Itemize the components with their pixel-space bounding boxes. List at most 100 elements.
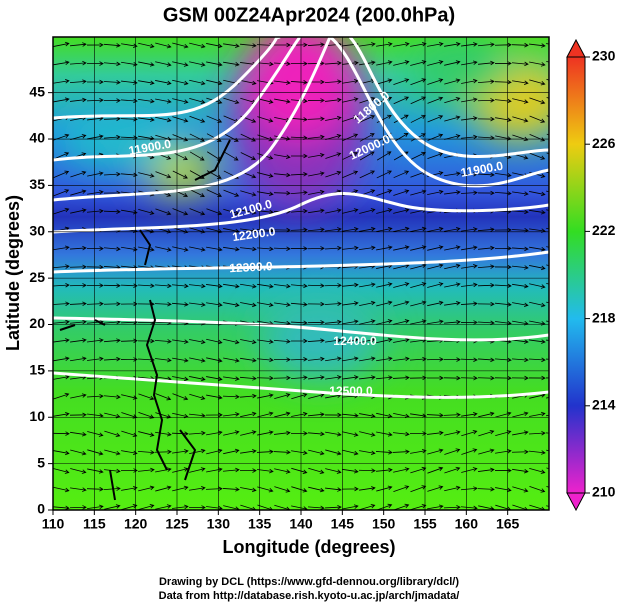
streamline: [138, 467, 155, 473]
streamline: [172, 134, 189, 142]
streamline: [342, 413, 359, 418]
streamline: [359, 503, 376, 510]
streamline: [444, 171, 461, 177]
streamline: [273, 190, 291, 196]
streamline: [103, 283, 121, 288]
streamline: [138, 209, 155, 215]
streamline: [478, 411, 495, 418]
streamline: [206, 283, 223, 289]
streamline: [155, 171, 172, 179]
streamline: [477, 375, 495, 381]
streamline: [427, 300, 444, 307]
y-tick-label: 5: [37, 454, 45, 470]
streamline: [444, 430, 461, 436]
streamline: [290, 227, 308, 233]
streamline: [103, 61, 121, 67]
streamline: [325, 431, 342, 437]
streamline: [308, 134, 325, 140]
streamline: [460, 172, 478, 177]
streamline: [427, 41, 444, 47]
streamline: [155, 80, 172, 86]
streamline: [460, 134, 478, 140]
streamline: [189, 42, 206, 49]
streamline: [308, 356, 325, 362]
streamline: [223, 246, 240, 252]
streamline: [53, 486, 70, 493]
x-tick-label: 135: [248, 516, 272, 532]
streamline: [206, 208, 223, 216]
streamline: [121, 80, 138, 85]
streamline: [460, 320, 478, 325]
streamline: [325, 487, 342, 492]
streamline: [325, 115, 342, 121]
streamline: [325, 375, 342, 380]
streamline: [171, 302, 189, 307]
streamline: [477, 190, 495, 196]
streamline: [121, 504, 138, 510]
streamline: [53, 41, 70, 47]
streamline: [103, 301, 121, 307]
streamline: [222, 394, 240, 399]
streamline: [376, 189, 393, 197]
streamline: [376, 226, 393, 232]
streamline: [290, 190, 308, 195]
streamline: [53, 411, 70, 417]
streamline: [342, 356, 359, 362]
streamline: [291, 486, 308, 493]
streamline: [477, 264, 495, 269]
streamline: [461, 282, 478, 288]
streamline: [155, 61, 172, 67]
streamline: [189, 393, 206, 401]
streamline: [359, 151, 375, 161]
streamline: [512, 411, 529, 418]
streamline: [359, 282, 376, 288]
streamline: [427, 282, 444, 288]
streamline: [427, 485, 444, 492]
streamline: [495, 117, 512, 123]
streamline: [69, 245, 87, 251]
streamline: [189, 339, 206, 345]
streamline: [172, 339, 189, 344]
streamline: [410, 60, 427, 66]
colorbar-tick-label: 210: [592, 484, 616, 500]
streamline: [477, 116, 495, 122]
streamline: [70, 356, 87, 362]
streamline: [189, 357, 206, 363]
streamline: [206, 448, 223, 455]
y-tick-label: 25: [29, 269, 45, 285]
streamline: [393, 467, 410, 473]
streamline: [495, 487, 512, 493]
streamline: [53, 79, 70, 84]
streamline: [376, 114, 392, 124]
streamline: [376, 78, 393, 85]
streamline: [409, 431, 427, 436]
streamline: [392, 449, 410, 455]
streamline: [477, 357, 495, 363]
streamline: [410, 263, 427, 270]
streamline: [103, 394, 121, 400]
streamline: [444, 466, 461, 474]
streamline: [138, 431, 155, 437]
streamline: [121, 394, 138, 400]
colorbar-max-arrow: [566, 38, 586, 58]
streamline: [324, 283, 342, 288]
streamline: [155, 246, 172, 252]
streamline: [155, 467, 172, 473]
streamline: [461, 227, 478, 232]
streamline: [121, 430, 138, 438]
streamline: [290, 302, 308, 307]
streamline: [359, 208, 376, 214]
streamline: [494, 468, 512, 473]
streamline: [342, 449, 359, 456]
streamline: [393, 189, 410, 196]
streamline: [529, 115, 546, 123]
streamline: [53, 356, 70, 362]
streamline: [494, 264, 512, 270]
streamline: [87, 190, 104, 195]
streamline: [103, 356, 121, 362]
streamline: [444, 245, 461, 251]
streamline: [359, 115, 376, 123]
colorbar-tick-label: 214: [592, 397, 616, 413]
colorbar-min-arrow: [566, 492, 586, 512]
streamline: [307, 412, 325, 417]
